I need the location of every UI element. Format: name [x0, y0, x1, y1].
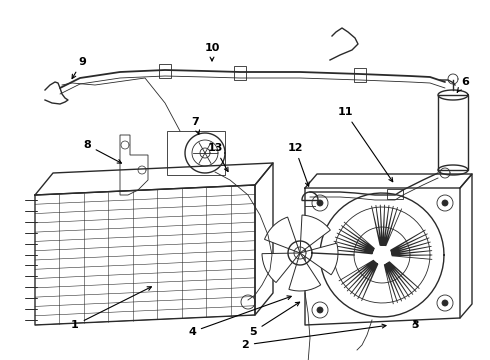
Text: 3: 3: [411, 320, 419, 330]
Text: 8: 8: [83, 140, 122, 163]
Text: 1: 1: [71, 287, 151, 330]
Text: 2: 2: [241, 324, 386, 350]
Circle shape: [312, 302, 328, 318]
Text: 10: 10: [204, 43, 220, 61]
Bar: [438, 95, 468, 170]
Circle shape: [442, 300, 448, 306]
Text: 6: 6: [457, 77, 469, 92]
Text: 7: 7: [191, 117, 199, 134]
Wedge shape: [265, 217, 300, 253]
Text: 12: 12: [287, 143, 309, 186]
Text: 13: 13: [207, 143, 228, 171]
Bar: [167, 131, 225, 175]
Circle shape: [437, 295, 453, 311]
Circle shape: [442, 200, 448, 206]
Bar: [354, 68, 366, 82]
Circle shape: [317, 307, 323, 313]
Text: 4: 4: [188, 296, 291, 337]
Bar: [234, 66, 246, 80]
Wedge shape: [262, 253, 300, 283]
Bar: [159, 64, 171, 78]
Wedge shape: [300, 243, 338, 275]
Bar: [387, 189, 403, 199]
Circle shape: [317, 200, 323, 206]
Text: 5: 5: [249, 302, 299, 337]
Text: 9: 9: [72, 57, 86, 78]
Text: 11: 11: [337, 107, 392, 182]
Circle shape: [312, 195, 328, 211]
Polygon shape: [120, 135, 148, 195]
Circle shape: [437, 195, 453, 211]
Wedge shape: [300, 215, 330, 253]
Wedge shape: [289, 253, 320, 291]
